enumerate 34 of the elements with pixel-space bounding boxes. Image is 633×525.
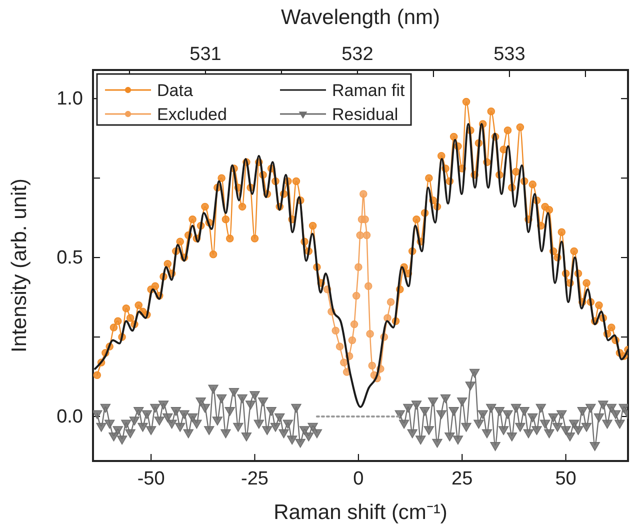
- point: [352, 292, 360, 300]
- x-tick-label: 50: [555, 468, 576, 490]
- point: [340, 358, 348, 366]
- x-tick-label: 0: [353, 468, 364, 490]
- y-axis-title: Intensity (arb. unit): [8, 178, 31, 352]
- x-tick-label: -25: [241, 468, 268, 490]
- legend-label: Raman fit: [332, 81, 406, 100]
- x-tick-label: -50: [137, 468, 165, 490]
- point: [384, 314, 392, 322]
- point: [364, 282, 372, 290]
- legend-label: Data: [157, 81, 194, 100]
- y-tick-label: 0.5: [56, 248, 83, 269]
- point: [386, 298, 395, 306]
- x2-tick-label: 531: [190, 44, 222, 65]
- x-tick-label: 25: [452, 468, 473, 490]
- y-tick-label: 1.0: [56, 88, 83, 110]
- point: [332, 326, 340, 335]
- x2-tick-label: 532: [342, 44, 374, 65]
- point: [354, 263, 362, 271]
- point: [366, 330, 374, 338]
- legend-label: Residual: [332, 105, 398, 124]
- point: [368, 362, 376, 370]
- y-tick-label: 0.0: [56, 406, 83, 428]
- x2-tick-label: 533: [494, 44, 526, 65]
- point: [336, 342, 344, 350]
- point: [350, 320, 358, 328]
- x2-axis-title: Wavelength (nm): [280, 6, 440, 29]
- point: [356, 231, 364, 240]
- legend-label: Excluded: [157, 105, 227, 124]
- point: [362, 231, 371, 240]
- point: [348, 336, 356, 344]
- point: [361, 216, 369, 224]
- point: [360, 190, 368, 198]
- x-axis-title: Raman shift (cm⁻¹): [274, 501, 448, 524]
